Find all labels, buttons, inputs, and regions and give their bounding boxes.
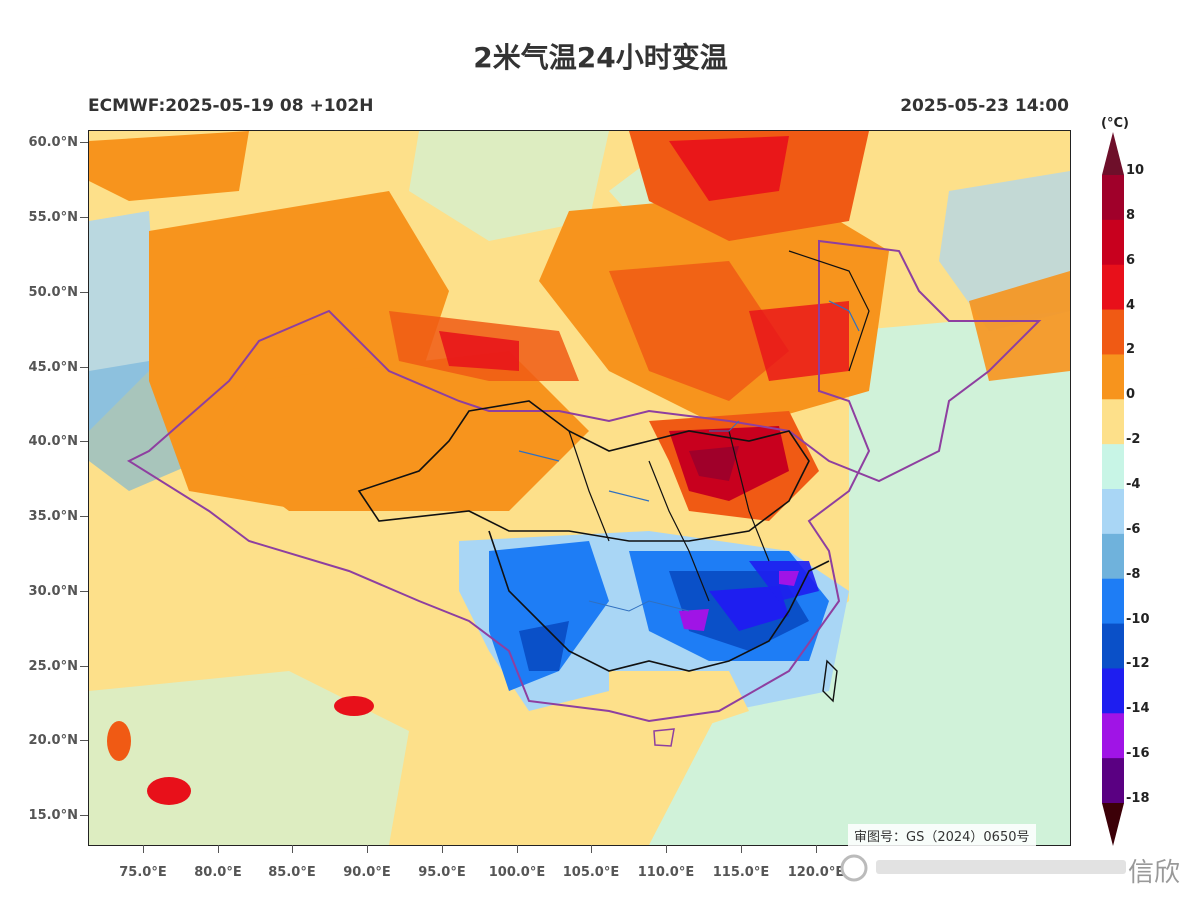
colorbar [1102, 132, 1124, 846]
lat-tick [80, 815, 88, 816]
colorbar-label: 8 [1126, 207, 1136, 223]
colorbar-band [1102, 354, 1124, 400]
lat-tick [80, 591, 88, 592]
lon-label-120: 120.0°E [787, 865, 845, 880]
temperature-change-map [88, 130, 1071, 846]
lon-tick [517, 845, 518, 853]
lon-label-95: 95.0°E [418, 865, 466, 880]
colorbar-label: -16 [1126, 746, 1150, 762]
colorbar-label: 2 [1126, 342, 1136, 358]
colorbar-band [1102, 578, 1124, 625]
lat-label-50: 50.0°N [28, 285, 78, 300]
colorbar-label: -8 [1126, 566, 1141, 582]
lat-label-40: 40.0°N [28, 434, 78, 449]
lat-tick [80, 292, 88, 293]
colorbar-label: -2 [1126, 432, 1141, 448]
lon-tick [367, 845, 368, 853]
lat-label-35: 35.0°N [28, 509, 78, 524]
lon-tick [666, 845, 667, 853]
colorbar-band [1102, 668, 1124, 714]
colorbar-label: 4 [1126, 297, 1136, 313]
watermark-bar [840, 854, 1126, 882]
colorbar-label: -4 [1126, 477, 1141, 492]
lon-label-75: 75.0°E [119, 865, 167, 880]
colorbar-band [1102, 309, 1124, 355]
lon-label-85: 85.0°E [268, 865, 316, 880]
lon-tick [218, 845, 219, 853]
lat-label-30: 30.0°N [28, 584, 78, 599]
lat-label-25: 25.0°N [28, 659, 78, 674]
lat-label-55: 55.0°N [28, 210, 78, 225]
colorbar-band [1102, 444, 1124, 490]
lat-tick [80, 217, 88, 218]
valid-time-label: 2025-05-23 14:00 [900, 96, 1069, 116]
model-run-label: ECMWF:2025-05-19 08 +102H [88, 96, 374, 116]
colorbar-unit: (°C) [1101, 116, 1129, 131]
lat-tick [80, 516, 88, 517]
lat-label-20: 20.0°N [28, 733, 78, 748]
colorbar-label: -14 [1126, 701, 1150, 717]
lon-label-80: 80.0°E [194, 865, 242, 880]
colorbar-band [1102, 175, 1124, 221]
colorbar-band [1102, 219, 1124, 266]
colorbar-band [1102, 713, 1124, 759]
lat-label-15: 15.0°N [28, 808, 78, 823]
colorbar-label: -6 [1126, 521, 1141, 537]
lon-tick [816, 845, 817, 853]
lon-label-90: 90.0°E [343, 865, 391, 880]
lon-label-115: 115.0°E [712, 865, 770, 880]
lon-tick [442, 845, 443, 853]
lon-label-105: 105.0°E [562, 865, 620, 880]
colorbar-top-arrow [1102, 132, 1124, 175]
colorbar-label: -10 [1126, 611, 1150, 627]
map-canvas [89, 131, 1070, 845]
colorbar-bottom-arrow [1102, 803, 1124, 846]
lon-tick [741, 845, 742, 853]
lon-label-110: 110.0°E [637, 865, 695, 880]
colorbar-band [1102, 399, 1124, 445]
colorbar-band [1102, 533, 1124, 580]
colorbar-label: 0 [1126, 387, 1136, 403]
colorbar-label: -18 [1126, 791, 1150, 806]
map-review-number: 审图号：GS（2024）0650号 [848, 824, 1036, 847]
lat-tick [80, 142, 88, 143]
lat-label-60: 60.0°N [28, 135, 78, 150]
lat-tick [80, 740, 88, 741]
lon-tick [143, 845, 144, 853]
lon-tick [591, 845, 592, 853]
colorbar-band [1102, 489, 1124, 535]
colorbar-band [1102, 758, 1124, 804]
map-title: 2米气温24小时变温 [473, 41, 728, 74]
colorbar-label: 6 [1126, 252, 1136, 268]
colorbar-band [1102, 264, 1124, 311]
colorbar-label: -12 [1126, 656, 1150, 672]
watermark-text: 信欣 [1128, 858, 1181, 888]
lat-tick [80, 367, 88, 368]
lat-tick [80, 441, 88, 442]
lat-label-45: 45.0°N [28, 360, 78, 375]
colorbar-band [1102, 623, 1124, 669]
lon-label-100: 100.0°E [488, 865, 546, 880]
colorbar-label: 10 [1126, 163, 1145, 178]
lon-tick [292, 845, 293, 853]
lat-tick [80, 666, 88, 667]
